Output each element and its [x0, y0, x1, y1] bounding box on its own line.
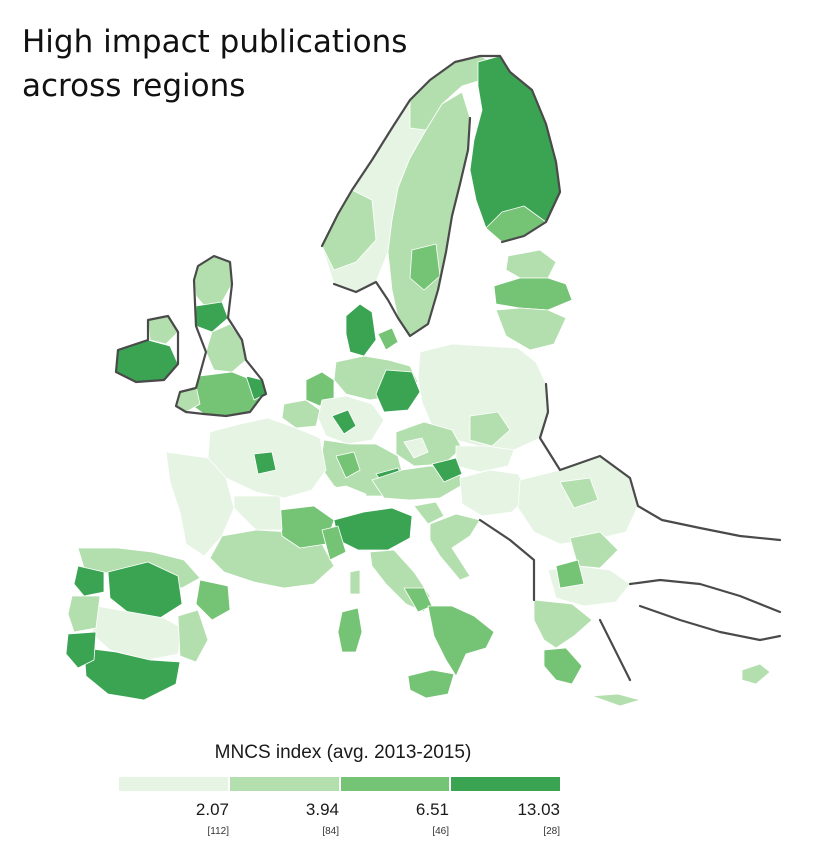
region-crete — [591, 693, 641, 707]
legend-tick-4: 13.03 [28] — [450, 800, 560, 837]
region-slovakia — [455, 445, 515, 473]
legend-count: [28] — [543, 826, 560, 837]
legend-title: MNCS index (avg. 2013-2015) — [214, 742, 472, 763]
region-germany-hesse — [331, 409, 357, 435]
region-france-center — [233, 495, 283, 531]
coastline-turkey — [638, 604, 782, 642]
legend-ticks: 2.07 [112] 3.94 [84] 6.51 [46] 13.03 [28… — [119, 800, 560, 850]
region-lithuania — [495, 307, 567, 351]
region-italy-piemonte — [321, 525, 347, 561]
coastline-east-border — [538, 382, 782, 542]
region-austria-vienna — [431, 457, 463, 483]
coastline-greece-islands — [598, 618, 632, 682]
title-line-2: across regions — [22, 68, 246, 104]
region-czech-prague — [403, 437, 429, 459]
region-italy-north — [333, 507, 413, 551]
region-cyprus — [741, 663, 771, 685]
region-denmark-islands — [377, 327, 399, 351]
coastline-sweden — [332, 116, 472, 338]
coastline-balkans-inner — [478, 518, 536, 602]
coastline-ireland — [114, 314, 180, 384]
legend-tick-2: 3.94 [84] — [229, 800, 339, 837]
region-england-north — [205, 323, 247, 373]
legend-value: 13.03 — [517, 800, 560, 819]
region-portugal-south — [65, 631, 97, 669]
region-greece-south — [543, 647, 583, 685]
region-belgium — [281, 399, 321, 429]
legend-tick-1: 2.07 [112] — [119, 800, 229, 837]
region-france-paris — [253, 451, 277, 475]
region-croatia — [429, 513, 481, 581]
region-estonia — [505, 249, 557, 279]
region-sicily — [407, 669, 455, 699]
region-latvia — [493, 277, 573, 311]
region-spain-center — [91, 605, 183, 661]
legend-swatch-2 — [227, 777, 339, 791]
region-spain-valencia — [177, 609, 209, 663]
region-sweden-central — [409, 243, 441, 291]
region-greece — [533, 599, 593, 649]
region-italy-south — [427, 605, 495, 677]
legend-color-bar — [119, 777, 560, 791]
region-spain-catalonia — [195, 579, 231, 621]
region-romania-cluj — [559, 477, 599, 509]
legend-value: 6.51 — [415, 800, 449, 819]
europe-regions-map — [65, 54, 782, 707]
coastline-scandinavia — [320, 54, 562, 248]
legend-tick-3: 6.51 [46] — [339, 800, 449, 837]
legend-count: [84] — [322, 826, 339, 837]
region-sardinia — [337, 607, 363, 653]
legend-value: 2.07 — [195, 800, 229, 819]
region-andalusia — [83, 647, 181, 701]
map-title: High impact publications across regions — [22, 20, 422, 108]
legend-count: [46] — [432, 826, 449, 837]
title-line-1: High impact publications — [22, 24, 408, 60]
region-poland-south — [469, 411, 511, 447]
region-denmark — [345, 303, 377, 357]
coastline-balkans — [628, 578, 782, 614]
legend-swatch-3 — [338, 777, 450, 791]
coastline-uk — [174, 254, 268, 418]
legend-swatch-1 — [119, 777, 228, 791]
region-bulgaria-sofia — [555, 559, 585, 589]
region-france-west — [165, 451, 235, 557]
region-slovenia — [413, 501, 445, 525]
region-spain-castilla — [107, 561, 183, 619]
region-germany-berlin — [375, 369, 421, 413]
region-germany-bw — [335, 451, 361, 479]
legend-swatch-4 — [449, 777, 560, 791]
region-corsica — [349, 569, 361, 595]
region-portugal-north — [73, 565, 105, 597]
region-portugal-center — [67, 595, 101, 633]
legend-count: [112] — [207, 826, 230, 837]
legend-value: 3.94 — [305, 800, 339, 819]
